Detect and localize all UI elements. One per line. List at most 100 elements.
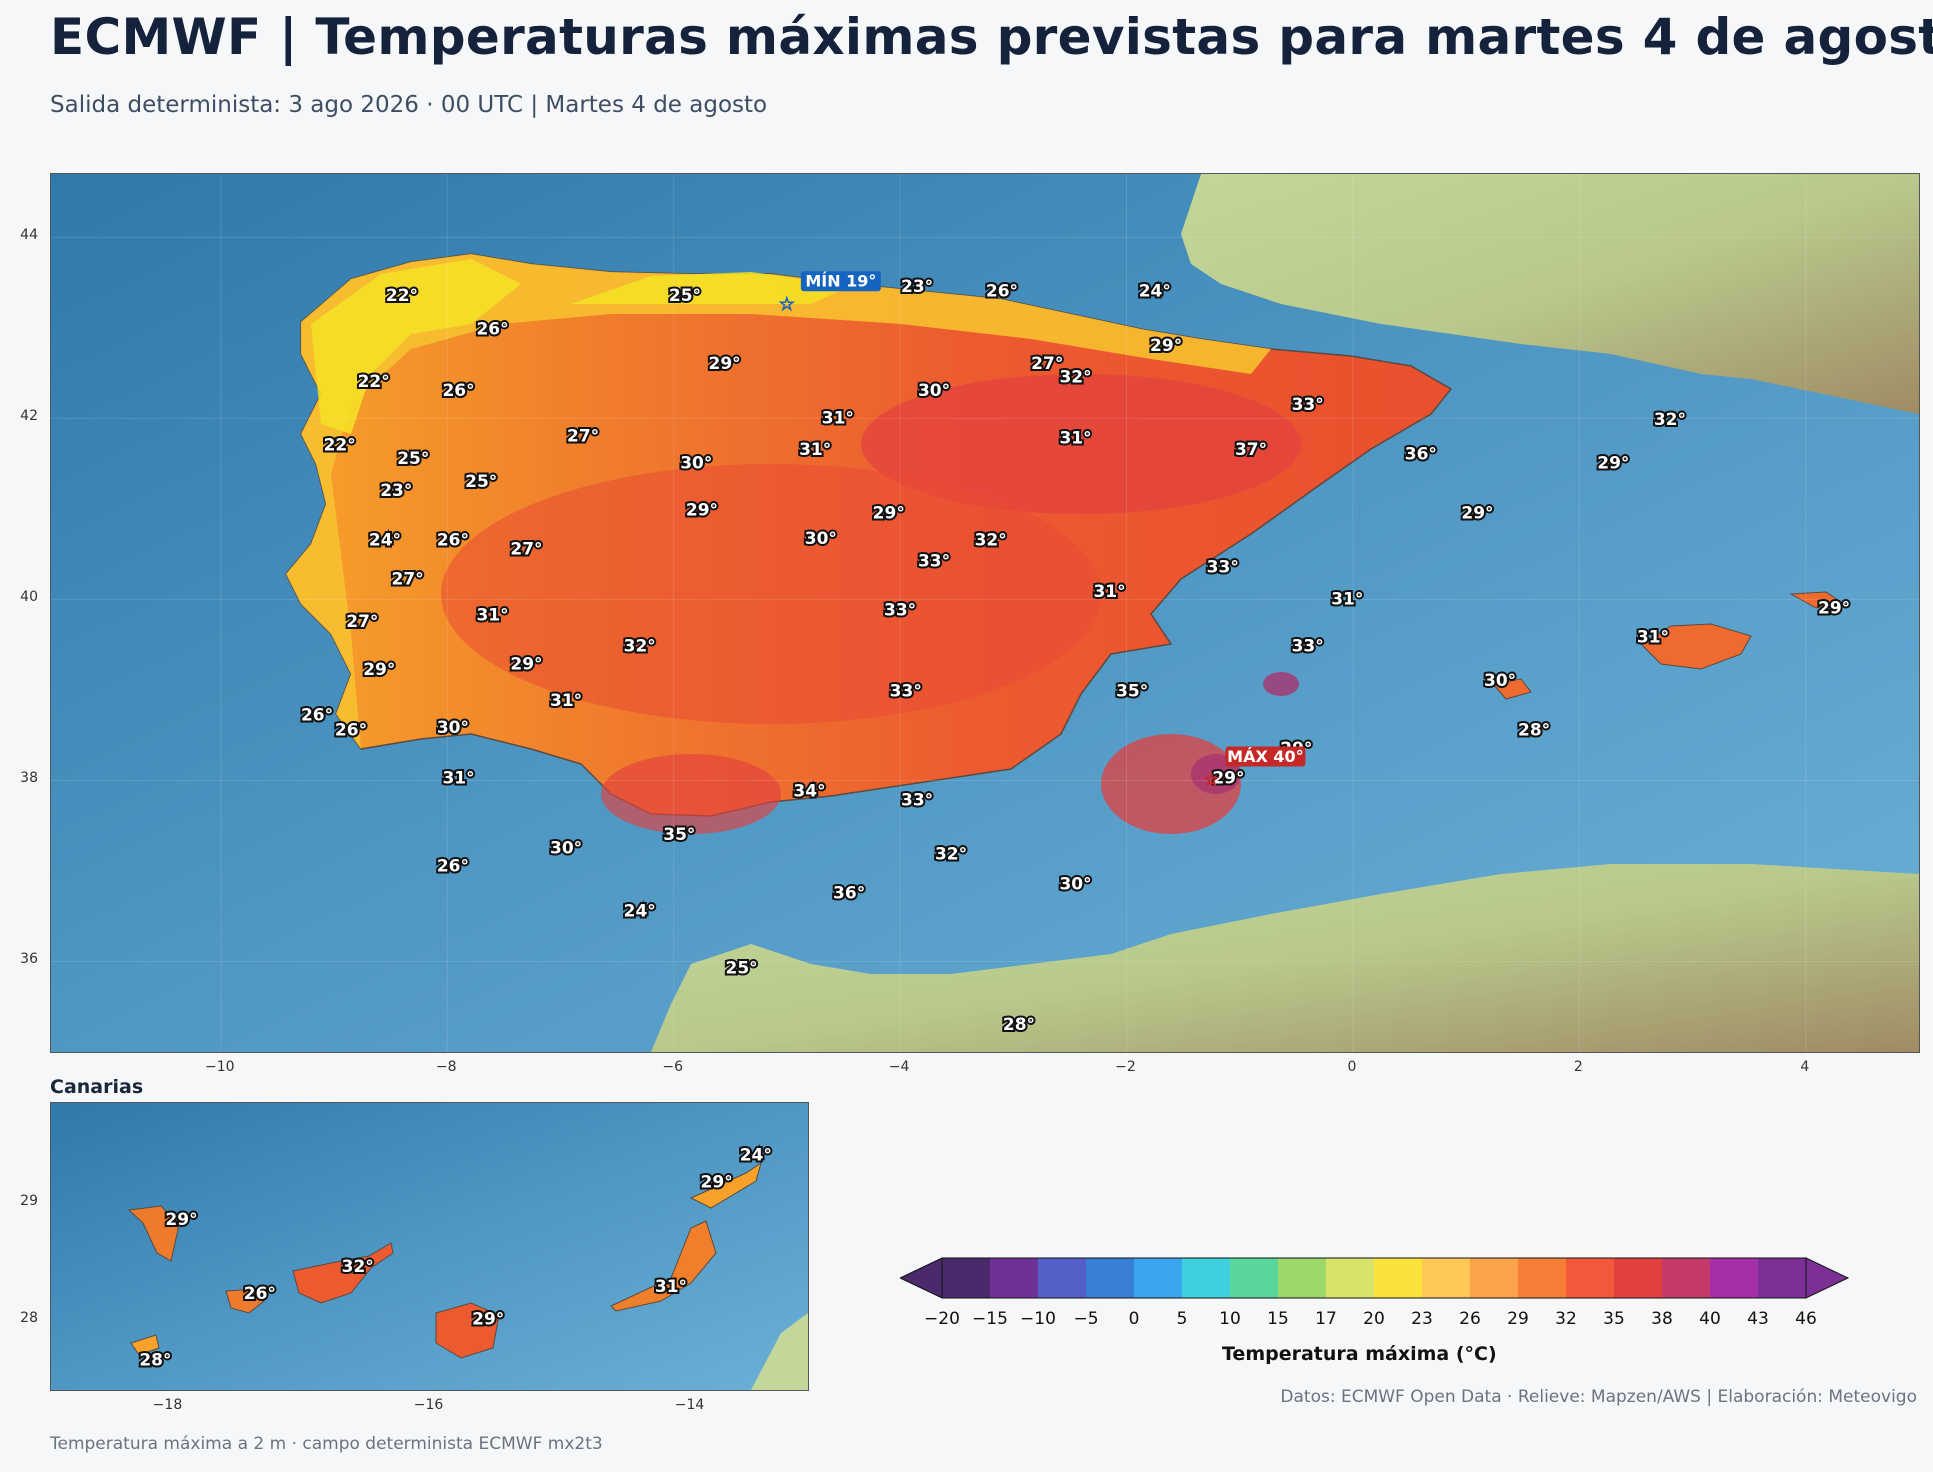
tenerife <box>292 1242 394 1304</box>
x-tick-label: 4 <box>1800 1059 1810 1075</box>
inset-sea-background <box>51 1103 808 1390</box>
temperature-label: 31° <box>1059 428 1091 448</box>
temperature-label: 31° <box>799 440 831 460</box>
colorbar-tick-label: 26 <box>1459 1309 1481 1329</box>
colorbar-tick-label: 15 <box>1267 1309 1289 1329</box>
temperature-label: 31° <box>1637 627 1669 647</box>
max-temperature-marker-label: MÁX 40° <box>1227 747 1303 766</box>
main-map-labels: 22° 25° 23° 26° 24°26°29°29° 27°32°22° 26° 30°3… <box>299 275 1852 1037</box>
colorbar-cell <box>1710 1258 1758 1298</box>
colorbar-cell <box>1566 1258 1614 1298</box>
inset-x-tick-label: −18 <box>152 1397 183 1413</box>
colorbar-tick-label: 29 <box>1507 1309 1529 1329</box>
inset-x-tick-label: −14 <box>674 1397 705 1413</box>
colorbar-cell <box>1278 1258 1326 1298</box>
inset-africa-coast <box>751 1313 808 1390</box>
main-map[interactable]: 22° 25° 23° 26° 24° 26° 29° 29° 27° 32° 22° 26° 30° 3… <box>50 173 1920 1053</box>
temperature-label: 35° <box>1116 682 1148 702</box>
colorbar-cell <box>1326 1258 1374 1298</box>
inset-y-tick-label: 29 <box>20 1192 38 1209</box>
temperature-label: 27° <box>346 612 378 632</box>
temperature-label: 33° <box>1207 558 1239 578</box>
temperature-label: 30° <box>1484 671 1516 691</box>
temperature-label: 25° <box>669 286 701 306</box>
colorbar-label: Temperatura máxima (°C) <box>1222 1343 1497 1365</box>
x-tick-label: −4 <box>888 1059 910 1075</box>
temperature-label: 32° <box>935 845 967 865</box>
temperature-label: 24° <box>369 531 401 551</box>
temperature-label: 31° <box>1093 582 1125 602</box>
temperature-label: 29° <box>1212 769 1244 789</box>
inset-y-tick-label: 28 <box>20 1309 38 1326</box>
temperature-label: 26° <box>437 531 469 551</box>
fuerteventura <box>610 1220 717 1312</box>
colorbar-cell <box>1422 1258 1470 1298</box>
temperature-label: 33° <box>1292 636 1324 656</box>
temperature-label: 25° <box>465 472 497 492</box>
colorbar-tick-label: 46 <box>1795 1309 1817 1329</box>
colorbar-cell <box>1374 1258 1422 1298</box>
colorbar-tick-label: 38 <box>1651 1309 1673 1329</box>
max-temperature-marker-box <box>1225 746 1306 767</box>
temperature-colorbar <box>900 1257 1850 1299</box>
temperature-label: 29° <box>1461 503 1493 523</box>
temperature-label: 32° <box>975 531 1007 551</box>
temperature-label: 29° <box>1818 598 1850 618</box>
x-tick-label: −8 <box>435 1059 457 1075</box>
north-africa-landmass <box>651 864 1919 1052</box>
min-temperature-marker-label: MÍN 19° <box>805 272 876 291</box>
inset-temperature-label: 24° <box>740 1146 772 1166</box>
inset-title: Canarias <box>50 1076 144 1098</box>
colorbar-cell <box>990 1258 1038 1298</box>
mallorca <box>1640 623 1752 670</box>
temperature-label: 29° <box>363 660 395 680</box>
temperature-label: 33° <box>884 600 916 620</box>
menorca <box>1789 591 1843 609</box>
colorbar-tick-label: 0 <box>1128 1309 1140 1329</box>
colorbar-extend-high <box>1805 1257 1850 1299</box>
colorbar-cell <box>942 1258 990 1298</box>
temperature-label: 23° <box>901 277 933 297</box>
temperature-label: 35° <box>663 825 695 845</box>
temperature-label: 27° <box>1031 354 1063 374</box>
temperature-label: 32° <box>1654 410 1686 430</box>
ebro-hot-core <box>861 374 1301 514</box>
temperature-label: 29° <box>709 354 741 374</box>
x-tick-label: −10 <box>205 1059 235 1075</box>
temperature-label: 34° <box>793 781 825 801</box>
min-temperature-marker-box <box>800 271 881 292</box>
colorbar-tick-label: −15 <box>972 1309 1008 1329</box>
data-credits: Datos: ECMWF Open Data · Relieve: Mapzen… <box>1280 1387 1917 1407</box>
ibiza <box>1492 678 1532 700</box>
temperature-label: 27° <box>567 426 599 446</box>
temperature-label: 29° <box>1597 454 1629 474</box>
main-map-graticule <box>51 174 1919 1052</box>
temperature-label: 27° <box>392 570 424 590</box>
central-hot-core <box>441 464 1101 724</box>
colorbar-tick-label: 10 <box>1219 1309 1241 1329</box>
temperature-label: 30° <box>1059 875 1091 895</box>
temperature-label: 31° <box>442 769 474 789</box>
temperature-label: 26° <box>986 282 1018 302</box>
inset-map-canvas: 24° 29° 29° 32° 26° 31° 29° 28° <box>51 1103 808 1390</box>
temperature-label: 36° <box>1405 445 1437 465</box>
inset-temperature-label: 26° <box>244 1284 276 1304</box>
colorbar-tick-label: −10 <box>1020 1309 1056 1329</box>
canarias-inset-map[interactable]: 24° 29° 29° 32° 26° 31° 29° 28° <box>50 1102 809 1391</box>
temperature-label: 37° <box>1235 440 1267 460</box>
gran-canaria <box>435 1302 500 1359</box>
temperature-label: 31° <box>476 606 508 626</box>
temperature-label: 31° <box>822 408 854 428</box>
galicia-yellow-zone <box>311 259 521 434</box>
temperature-label: 24° <box>624 902 656 922</box>
temperature-label: 27° <box>510 540 542 560</box>
inset-temperature-label: 29° <box>701 1173 733 1193</box>
colorbar-cell <box>1518 1258 1566 1298</box>
x-tick-label: 0 <box>1347 1059 1357 1075</box>
lanzarote <box>689 1161 762 1209</box>
colorbar-cell <box>1230 1258 1278 1298</box>
colorbar-cell <box>1470 1258 1518 1298</box>
temperature-label: 32° <box>1059 368 1091 388</box>
main-map-canvas: 22° 25° 23° 26° 24°26°29°29° 27°32°22° 26° 30°3… <box>51 174 1919 1052</box>
colorbar-tick-label: 5 <box>1176 1309 1188 1329</box>
